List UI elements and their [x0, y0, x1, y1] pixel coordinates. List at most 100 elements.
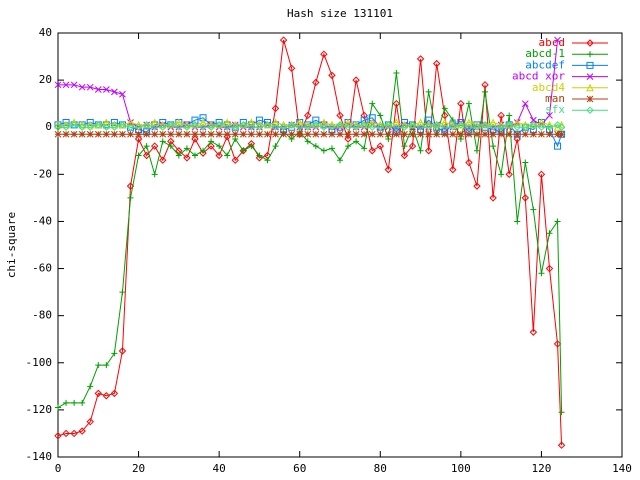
data-point: [255, 123, 264, 131]
data-point: [457, 99, 465, 108]
data-point: [465, 158, 473, 167]
data-point: [312, 78, 320, 87]
data-point: [126, 118, 135, 127]
data-point: [256, 152, 263, 159]
data-point: [432, 121, 441, 129]
data-point: [554, 142, 562, 150]
legend-marker: [586, 83, 594, 92]
data-point: [134, 135, 143, 143]
data-point: [78, 130, 86, 138]
data-point: [159, 130, 167, 138]
data-point: [288, 130, 296, 138]
data-point: [207, 142, 215, 150]
data-point: [304, 123, 312, 131]
data-point: [481, 121, 489, 129]
data-point: [441, 130, 449, 138]
series-line: [57, 39, 563, 446]
data-point: [199, 118, 207, 127]
data-point: [473, 120, 481, 129]
data-point: [70, 81, 78, 89]
data-point: [376, 142, 384, 150]
data-point: [110, 389, 119, 398]
data-point: [416, 55, 425, 63]
data-point: [489, 194, 497, 202]
data-point: [345, 143, 352, 150]
data-point: [473, 147, 480, 154]
data-point: [530, 130, 537, 138]
data-point: [328, 120, 336, 129]
data-point: [425, 88, 432, 95]
data-point: [150, 118, 159, 127]
data-point: [78, 83, 86, 91]
data-point: [255, 120, 264, 129]
data-point: [417, 147, 424, 154]
legend-marker: [586, 61, 594, 69]
data-point: [312, 143, 319, 150]
data-point: [489, 118, 497, 127]
legend-label: abcd xor: [512, 70, 565, 83]
data-point: [360, 121, 368, 129]
data-point: [287, 64, 296, 73]
data-point: [239, 121, 248, 129]
data-point: [175, 152, 182, 159]
data-point: [392, 118, 401, 127]
data-point: [247, 118, 256, 127]
data-point: [433, 130, 441, 138]
data-point: [158, 120, 167, 129]
data-point: [408, 142, 417, 150]
data-point: [497, 111, 505, 120]
data-point: [546, 230, 553, 237]
data-point: [62, 120, 70, 129]
data-point: [497, 123, 505, 131]
data-point: [521, 194, 530, 202]
data-point: [497, 120, 505, 129]
data-point: [344, 130, 352, 138]
data-point: [312, 130, 320, 138]
data-point: [94, 121, 102, 129]
data-point: [546, 130, 553, 138]
data-point: [538, 130, 545, 138]
data-point: [336, 130, 344, 138]
data-point: [248, 143, 255, 150]
data-point: [127, 130, 134, 138]
data-point: [336, 121, 344, 129]
data-point: [344, 135, 352, 143]
data-point: [134, 120, 143, 129]
data-point: [400, 123, 409, 131]
series-line: [58, 121, 562, 128]
data-point: [417, 130, 424, 138]
data-point: [150, 123, 159, 131]
data-point: [70, 429, 78, 438]
legend-label: abcd4: [532, 81, 565, 94]
data-point: [167, 143, 174, 150]
data-point: [86, 119, 94, 127]
data-point: [304, 138, 311, 145]
data-point: [183, 154, 191, 162]
data-point: [448, 120, 457, 129]
data-point: [393, 70, 400, 77]
data-point: [558, 130, 565, 138]
data-point: [134, 123, 143, 131]
data-point: [328, 145, 335, 152]
data-point: [296, 130, 304, 138]
data-point: [86, 123, 94, 131]
data-point: [94, 86, 102, 93]
data-point: [537, 123, 546, 131]
data-point: [63, 399, 70, 406]
data-point: [473, 130, 481, 138]
data-point: [554, 130, 561, 138]
data-point: [240, 147, 247, 154]
y-tick-label: -80: [32, 309, 52, 322]
data-point: [368, 114, 376, 122]
data-point: [86, 130, 94, 138]
data-point: [231, 130, 239, 138]
data-point: [328, 123, 336, 131]
data-point: [449, 130, 457, 138]
data-point: [86, 120, 95, 129]
x-tick-label: 40: [213, 462, 226, 475]
y-tick-label: 20: [39, 73, 52, 86]
data-point: [102, 130, 110, 138]
data-point: [481, 130, 489, 138]
data-point: [320, 147, 327, 154]
data-point: [409, 130, 416, 138]
